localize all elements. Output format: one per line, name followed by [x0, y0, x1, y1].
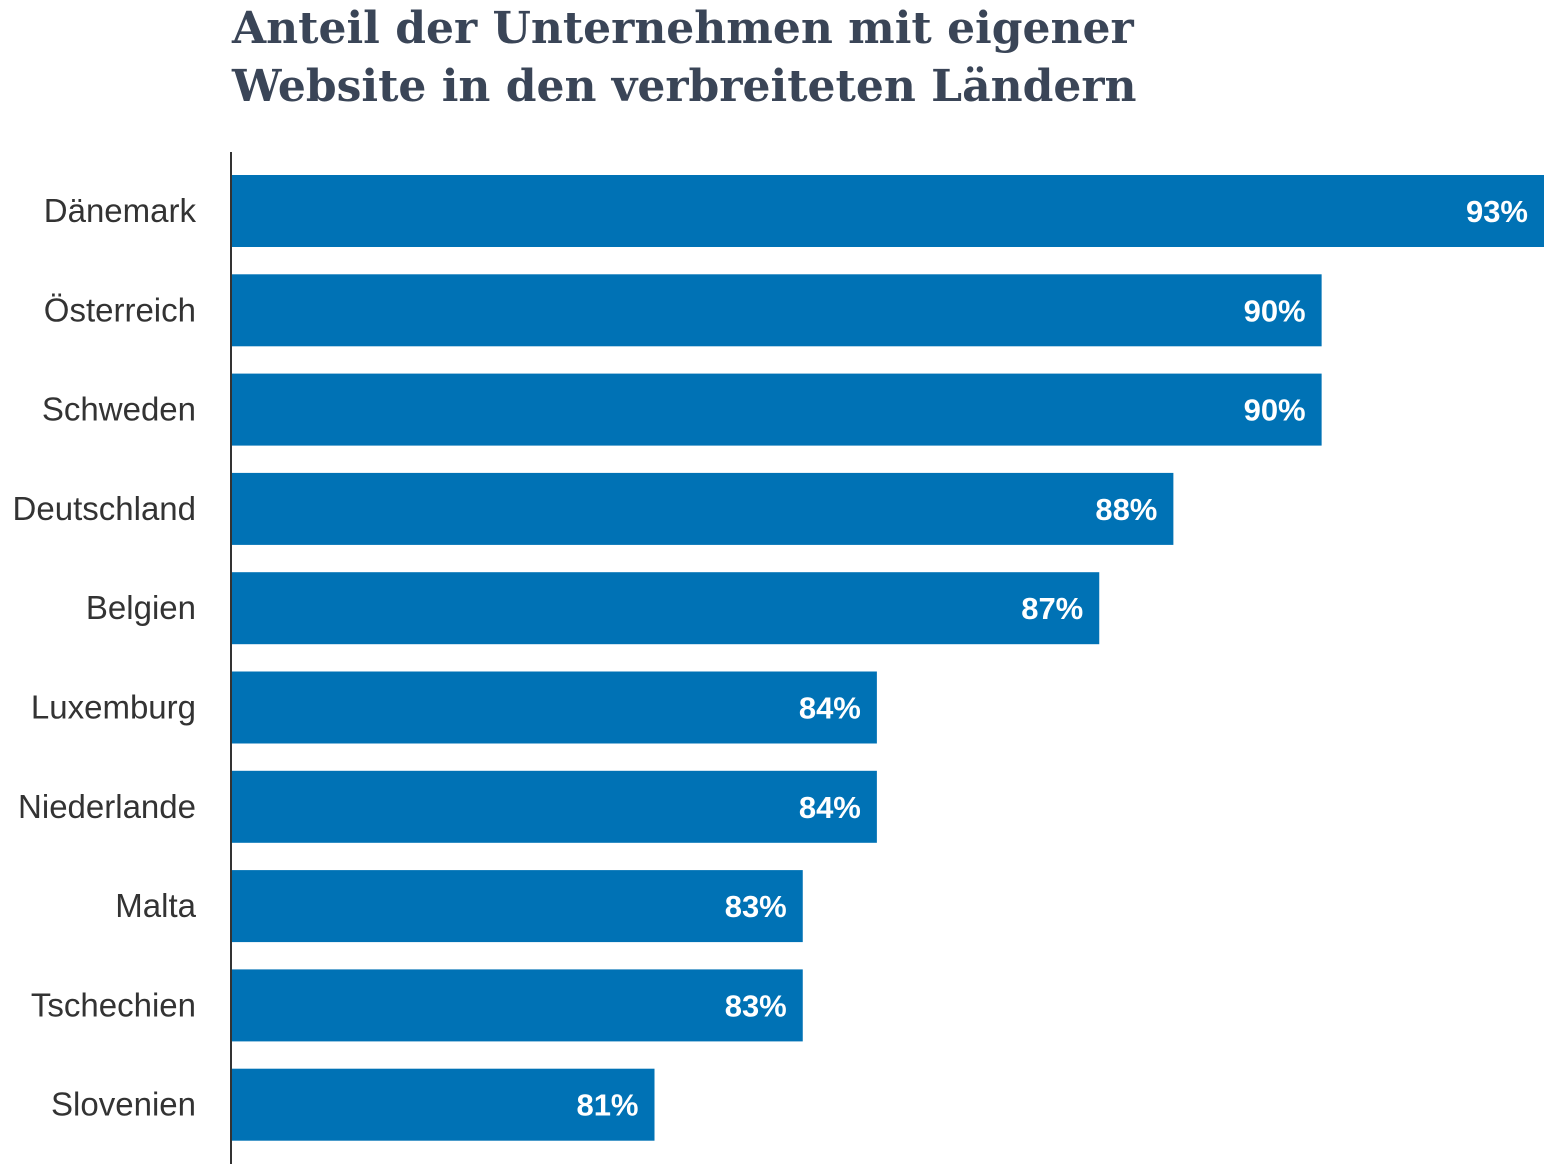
category-label-deutschland: Deutschland	[13, 490, 196, 527]
value-label-tschechien: 83%	[725, 988, 787, 1023]
value-label-deutschland: 88%	[1095, 492, 1157, 527]
value-label-belgien: 87%	[1021, 591, 1083, 626]
category-label-tschechien: Tschechien	[31, 986, 196, 1023]
category-label-malta: Malta	[115, 887, 196, 924]
bar-luxemburg	[232, 671, 877, 744]
category-label-belgien: Belgien	[86, 589, 196, 626]
chart-title: Anteil der Unternehmen mit eigener Websi…	[232, 0, 1232, 116]
category-label-niederlande: Niederlande	[18, 788, 196, 825]
bar-slovenien	[232, 1068, 655, 1141]
category-label-slovenien: Slovenien	[51, 1086, 196, 1123]
bar-tschechien	[232, 969, 803, 1042]
category-label-daenemark: Dänemark	[44, 192, 197, 229]
bar-group: 93% 90% 90% 88% 87% 84% 84% 83% 83% 81%	[232, 175, 1544, 1141]
bar-niederlande	[232, 770, 877, 843]
bar-oesterreich	[232, 274, 1322, 347]
category-label-schweden: Schweden	[42, 391, 196, 428]
bar-malta	[232, 870, 803, 943]
bar-deutschland	[232, 472, 1174, 545]
value-label-malta: 83%	[725, 889, 787, 924]
chart-title-line-1: Anteil der Unternehmen mit eigener	[232, 3, 1134, 54]
bar-schweden	[232, 373, 1322, 446]
value-label-daenemark: 93%	[1466, 194, 1528, 229]
value-label-luxemburg: 84%	[799, 691, 861, 726]
value-label-slovenien: 81%	[576, 1088, 638, 1123]
value-label-schweden: 90%	[1244, 393, 1306, 428]
category-label-luxemburg: Luxemburg	[31, 689, 196, 726]
chart-title-line-2: Website in den verbreiteten Ländern	[232, 61, 1137, 112]
value-label-oesterreich: 90%	[1244, 293, 1306, 328]
category-label-group: Dänemark Österreich Schweden Deutschland Bel…	[13, 192, 197, 1123]
value-label-niederlande: 84%	[799, 790, 861, 825]
category-label-oesterreich: Österreich	[44, 291, 196, 328]
bar-daenemark	[232, 175, 1544, 247]
bar-belgien	[232, 572, 1100, 645]
